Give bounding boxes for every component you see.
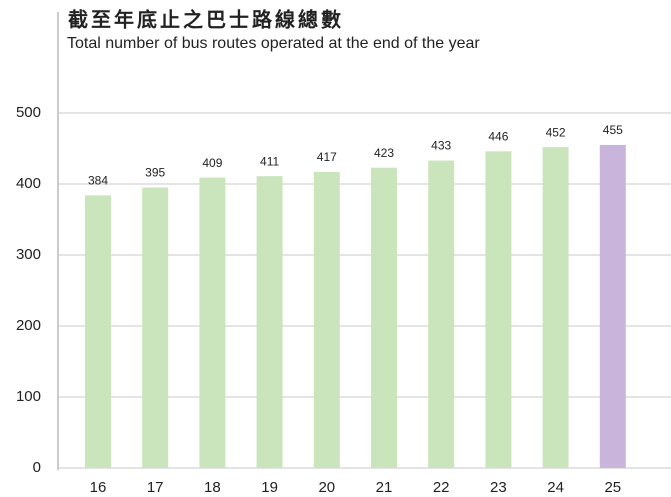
- bar: [199, 177, 226, 469]
- y-tick-label: 500: [16, 104, 41, 121]
- bar: [542, 147, 569, 468]
- y-tick-label: 300: [16, 246, 41, 263]
- y-tick-label: 0: [33, 459, 41, 476]
- bar: [599, 144, 626, 468]
- value-label: 446: [488, 130, 508, 144]
- bar: [256, 176, 283, 468]
- y-tick-label: 400: [16, 175, 41, 192]
- bar: [85, 195, 111, 469]
- value-label: 384: [88, 174, 108, 188]
- x-tick-label: 21: [376, 479, 393, 496]
- y-tick-label: 100: [16, 388, 41, 405]
- bar: [142, 187, 169, 469]
- bar: [313, 171, 340, 468]
- x-tick-label: 25: [604, 479, 621, 496]
- x-tick-label: 20: [318, 479, 335, 496]
- y-tick-label: 200: [16, 317, 41, 334]
- x-tick-label: 17: [147, 479, 164, 496]
- x-tick-label: 19: [261, 479, 278, 496]
- x-tick-label: 24: [547, 479, 564, 496]
- value-label: 409: [202, 156, 222, 170]
- chart-subtitle: Total number of bus routes operated at t…: [67, 35, 480, 52]
- chart-title: 截至年底止之巴士路線總數: [68, 7, 344, 31]
- bar: [485, 151, 512, 468]
- x-tick-label: 16: [90, 479, 107, 496]
- value-label: 423: [374, 146, 394, 160]
- x-tick-label: 23: [490, 479, 507, 496]
- value-label: 411: [260, 154, 279, 168]
- x-tick-label: 22: [433, 479, 450, 496]
- value-label: 455: [603, 123, 623, 137]
- bar: [428, 160, 455, 468]
- bar: [371, 167, 397, 469]
- subtitle-box: Total number of bus routes operated at t…: [67, 35, 480, 52]
- value-label: 452: [546, 125, 566, 139]
- value-label: 433: [431, 139, 451, 153]
- value-label: 417: [317, 150, 337, 164]
- x-tick-label: 18: [204, 479, 221, 496]
- value-label: 395: [145, 166, 165, 180]
